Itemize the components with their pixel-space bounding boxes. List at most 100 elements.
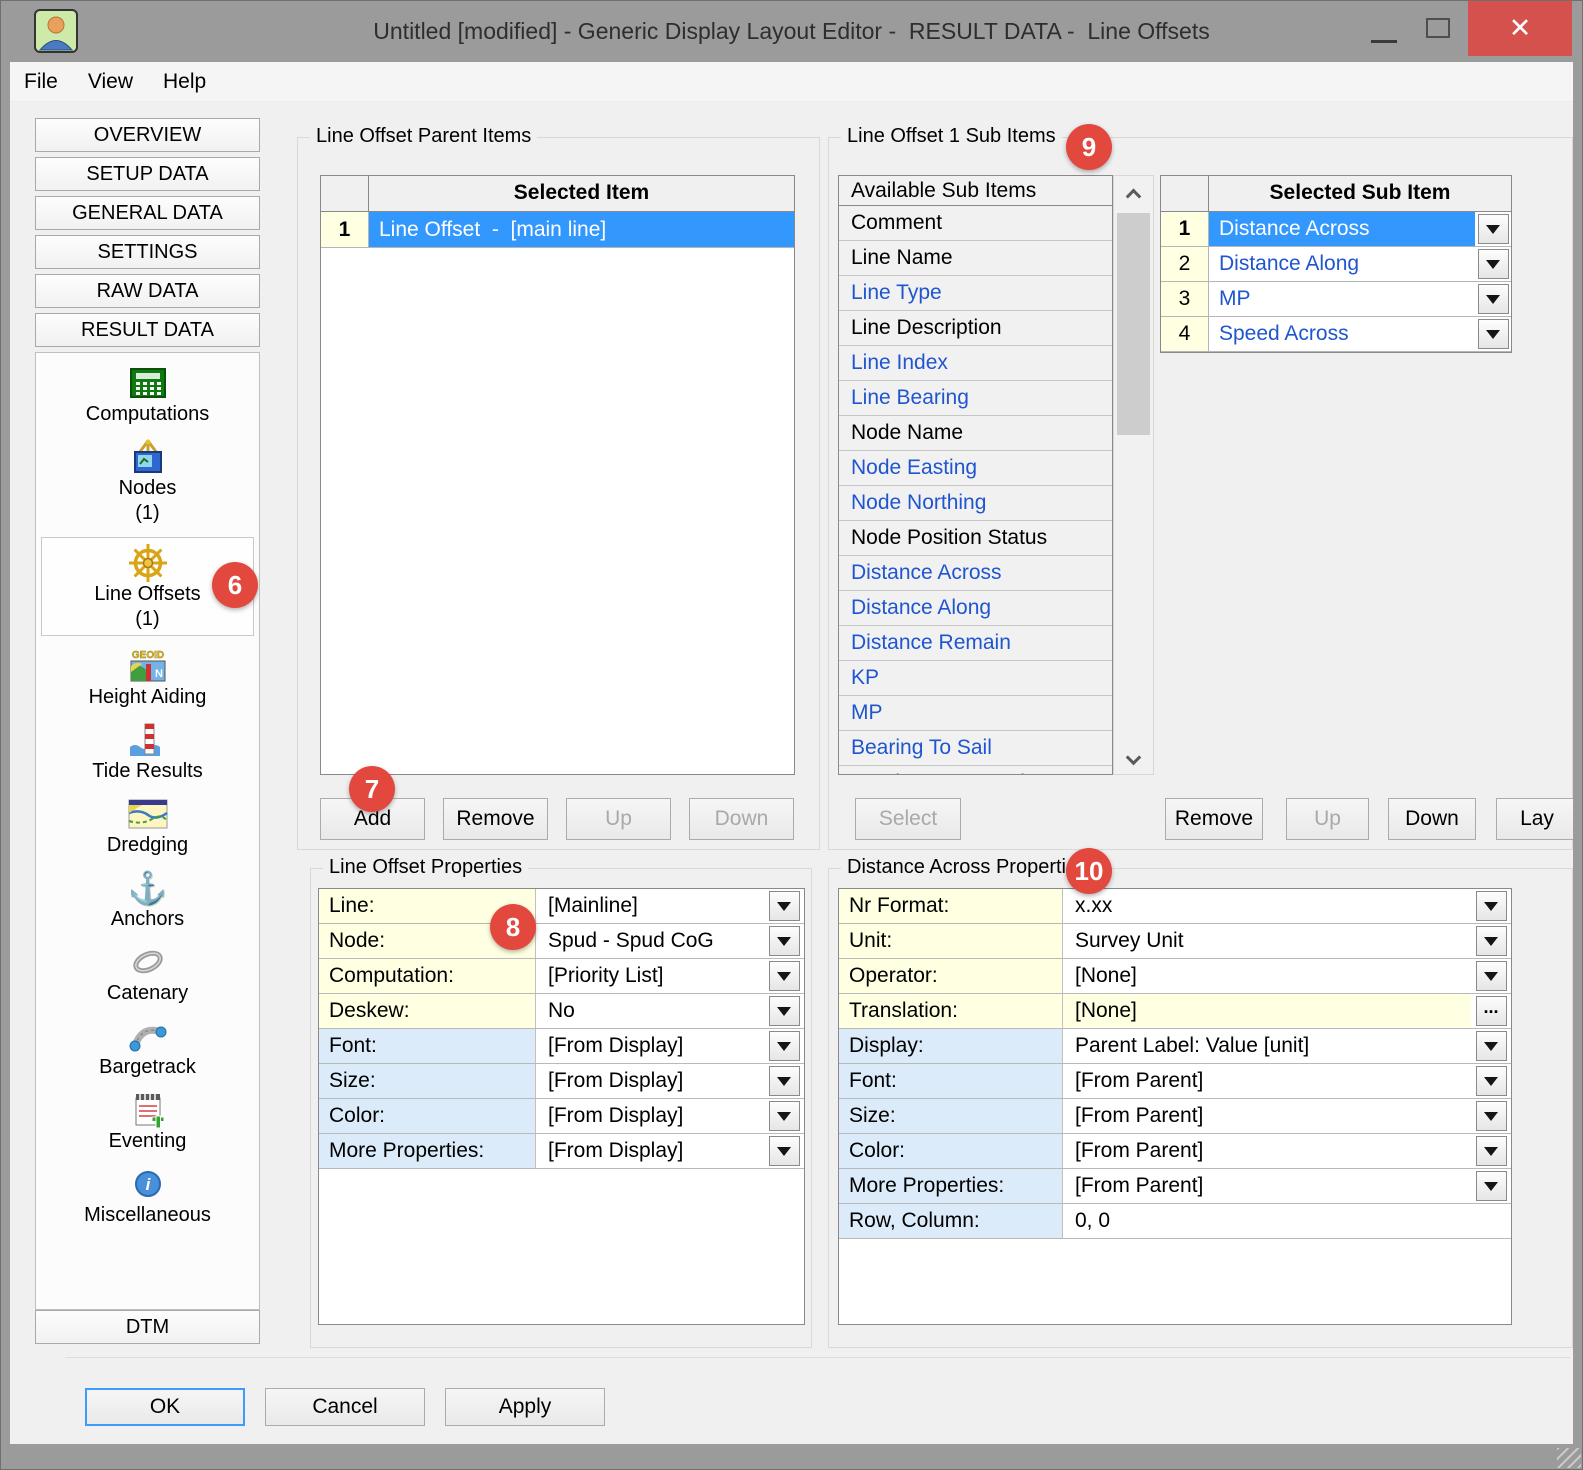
down-sub-button[interactable]: Down [1388,798,1476,840]
scroll-down-button[interactable] [1114,740,1153,774]
property-row[interactable]: Font: [From Display] ... [319,1029,804,1064]
available-sub-item[interactable]: Node Northing [839,486,1112,521]
dropdown-button[interactable] [1477,319,1509,349]
sidebar-item-anchors[interactable]: ⚓ Anchors [36,870,259,932]
selected-sub-item-row[interactable]: 1 Distance Across [1161,212,1511,247]
property-row[interactable]: Size: [From Parent] ... [839,1099,1511,1134]
sidebar-item-bargetrack[interactable]: Bargetrack [36,1018,259,1080]
property-row[interactable]: Size: [From Display] ... [319,1064,804,1099]
property-row[interactable]: Color: [From Parent] ... [839,1134,1511,1169]
layout-button[interactable]: Lay [1496,798,1573,840]
dropdown-button[interactable]: ... [1475,926,1507,956]
available-sub-item[interactable]: Line Bearing [839,381,1112,416]
dropdown-button[interactable] [1477,249,1509,279]
available-sub-item[interactable]: Line Name [839,241,1112,276]
property-row[interactable]: More Properties: [From Parent] ... [839,1169,1511,1204]
dropdown-button[interactable]: ... [1475,1101,1507,1131]
dropdown-button[interactable]: ... [1475,1136,1507,1166]
sidebar-item-computations[interactable]: Computations [36,365,259,427]
up-button[interactable]: Up [566,798,671,840]
available-sub-item[interactable]: Comment [839,206,1112,241]
dropdown-button[interactable]: ... [1475,996,1507,1026]
available-sub-item[interactable]: Line Description [839,311,1112,346]
sidebar-tab-dtm[interactable]: DTM [35,1310,260,1344]
sidebar-item-height-aiding[interactable]: GEOID N Height Aiding [36,648,259,710]
sidebar-tab-general-data[interactable]: GENERAL DATA [35,196,260,230]
menu-view[interactable]: View [87,69,133,93]
sidebar-item-miscellaneous[interactable]: i Miscellaneous [36,1166,259,1228]
menu-help[interactable]: Help [162,69,207,93]
maximize-button[interactable] [1414,0,1462,56]
down-button[interactable]: Down [689,798,794,840]
sidebar-tab-raw-data[interactable]: RAW DATA [35,274,260,308]
up-sub-button[interactable]: Up [1286,798,1369,840]
available-sub-item[interactable]: MP [839,696,1112,731]
remove-sub-button[interactable]: Remove [1165,798,1263,840]
available-sub-item[interactable]: Node Name [839,416,1112,451]
dropdown-button[interactable] [1477,214,1509,244]
sidebar-tab-settings[interactable]: SETTINGS [35,235,260,269]
close-button[interactable]: ✕ [1468,0,1572,56]
selected-sub-item-row[interactable]: 2 Distance Along [1161,247,1511,282]
available-sub-item[interactable]: KP [839,661,1112,696]
property-row[interactable]: Row, Column: 0, 0 ... [839,1204,1511,1239]
dropdown-button[interactable]: ... [768,1136,800,1166]
sidebar-tab-result-data[interactable]: RESULT DATA [35,313,260,347]
sidebar-tab-overview[interactable]: OVERVIEW [35,118,260,152]
available-sub-item[interactable]: Node Position Status [839,521,1112,556]
available-list-scrollbar[interactable] [1113,175,1154,775]
property-row[interactable]: Nr Format: x.xx ... [839,889,1511,924]
apply-button[interactable]: Apply [445,1388,605,1426]
available-sub-item[interactable]: Distance Remain [839,626,1112,661]
property-row[interactable]: Computation: [Priority List] ... [319,959,804,994]
dropdown-button[interactable]: ... [768,996,800,1026]
scrollbar-thumb[interactable] [1117,213,1150,435]
property-row[interactable]: Unit: Survey Unit ... [839,924,1511,959]
property-row[interactable]: Node: Spud - Spud CoG ... [319,924,804,959]
sidebar-item-nodes[interactable]: Nodes (1) [36,439,259,525]
property-row[interactable]: Operator: [None] ... [839,959,1511,994]
parent-item-row[interactable]: 1 Line Offset - [main line] [321,212,794,248]
dropdown-button[interactable]: ... [768,1031,800,1061]
dropdown-button[interactable]: ... [1475,1171,1507,1201]
dropdown-button[interactable]: ... [768,926,800,956]
property-row[interactable]: Translation: [None] ... [839,994,1511,1029]
sidebar-item-eventing[interactable]: Eventing [36,1092,259,1154]
dropdown-button[interactable]: ... [768,1101,800,1131]
minimize-button[interactable] [1360,0,1408,56]
available-sub-item[interactable]: Line Index [839,346,1112,381]
selected-sub-item-row[interactable]: 3 MP [1161,282,1511,317]
sidebar-item-tide-results[interactable]: Tide Results [36,722,259,784]
property-row[interactable]: Font: [From Parent] ... [839,1064,1511,1099]
available-sub-item[interactable]: Bearing To Sail [839,731,1112,766]
property-row[interactable]: More Properties: [From Display] ... [319,1134,804,1169]
add-button[interactable]: Add 7 [320,766,425,840]
available-sub-item[interactable]: Distance Across [839,556,1112,591]
dropdown-button[interactable]: ... [1475,1066,1507,1096]
sidebar-item-dredging[interactable]: Dredging [36,796,259,858]
dropdown-button[interactable]: ... [1475,891,1507,921]
dropdown-button[interactable]: ... [768,1066,800,1096]
dropdown-button[interactable] [1477,284,1509,314]
property-row[interactable]: Display: Parent Label: Value [unit] ... [839,1029,1511,1064]
select-button[interactable]: Select [855,798,961,840]
ok-button[interactable]: OK [85,1388,245,1426]
property-row[interactable]: Line: [Mainline] ... [319,889,804,924]
available-sub-item[interactable]: Node Easting [839,451,1112,486]
cancel-button[interactable]: Cancel [265,1388,425,1426]
property-row[interactable]: Deskew: No ... [319,994,804,1029]
property-row[interactable]: Color: [From Display] ... [319,1099,804,1134]
menu-file[interactable]: File [24,69,58,93]
dropdown-button[interactable]: ... [1475,1031,1507,1061]
available-sub-item[interactable]: Line Type [839,276,1112,311]
sidebar-item-line-offsets[interactable]: Line Offsets (1) 6 [41,537,258,636]
sidebar-item-catenary[interactable]: Catenary [36,944,259,1006]
selected-sub-item-row[interactable]: 4 Speed Across [1161,317,1511,352]
dropdown-button[interactable]: ... [1475,961,1507,991]
resize-grip[interactable] [1557,1448,1581,1468]
dropdown-button[interactable]: ... [768,891,800,921]
dropdown-button[interactable]: ... [768,961,800,991]
scroll-up-button[interactable] [1114,176,1153,210]
remove-button[interactable]: Remove [443,798,548,840]
available-sub-item[interactable]: Distance Along [839,591,1112,626]
